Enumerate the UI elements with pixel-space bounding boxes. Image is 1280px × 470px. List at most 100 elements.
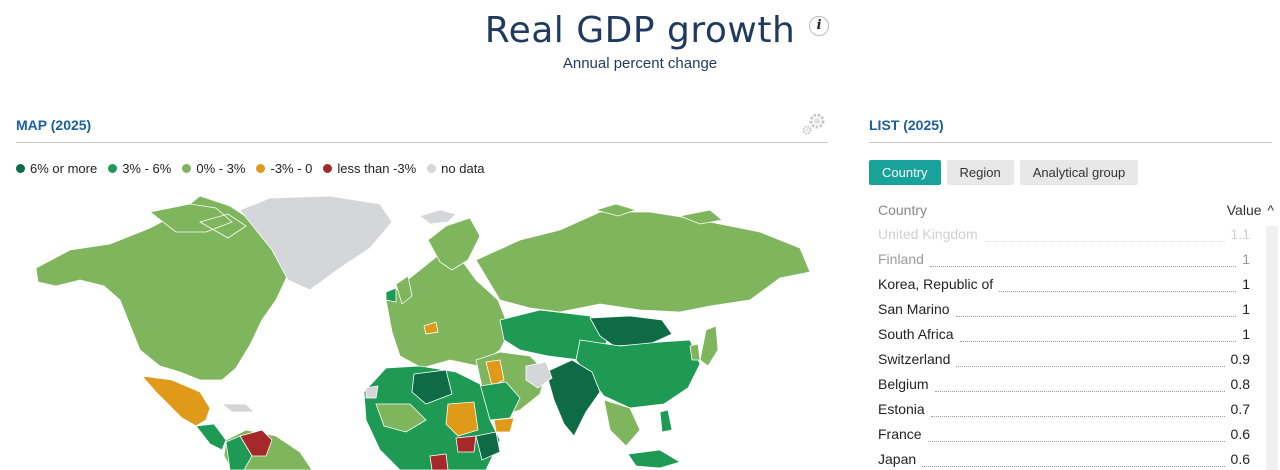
row-leader <box>959 340 1237 342</box>
legend-label: 0% - 3% <box>196 161 246 176</box>
row-country-name: South Africa <box>878 326 954 342</box>
list-row[interactable]: Japan 0.6 <box>878 451 1250 470</box>
country-colombia[interactable] <box>225 435 253 470</box>
legend-dot <box>427 164 437 173</box>
list-row[interactable]: France 0.6 <box>878 426 1250 451</box>
country-south-sudan[interactable] <box>455 435 477 453</box>
country-cuba[interactable] <box>220 403 255 413</box>
legend-dot <box>323 164 333 173</box>
list-row[interactable]: South Africa 1 <box>878 326 1250 351</box>
row-value: 1 <box>1242 301 1250 317</box>
country-list[interactable]: United Kingdom 1.1 Finland 1 Korea, Repu… <box>878 226 1250 470</box>
country-libya-algeria[interactable] <box>411 369 453 405</box>
row-value: 0.7 <box>1230 401 1250 417</box>
row-value: 0.8 <box>1230 376 1250 392</box>
country-korea[interactable] <box>689 343 701 361</box>
country-iceland[interactable] <box>419 209 457 225</box>
legend-item-6-or-more[interactable]: 6% or more <box>16 161 97 176</box>
region-canada-islands[interactable] <box>149 203 247 239</box>
country-japan[interactable] <box>699 325 719 367</box>
country-mexico[interactable] <box>140 375 211 427</box>
world-map[interactable] <box>0 188 840 470</box>
region-southeast-asia[interactable] <box>603 399 641 447</box>
row-leader <box>930 415 1225 417</box>
country-philippines[interactable] <box>659 409 673 433</box>
region-arctic-islands[interactable] <box>594 203 723 225</box>
country-yemen[interactable] <box>493 417 515 433</box>
country-mongolia[interactable] <box>589 315 673 347</box>
page-title-text: Real GDP growth <box>484 10 796 51</box>
info-icon[interactable]: i <box>809 16 830 36</box>
row-value: 1 <box>1242 251 1250 267</box>
column-header-value-label: Value <box>1226 202 1262 218</box>
country-greenland[interactable] <box>239 195 393 291</box>
list-section-divider <box>869 142 1272 143</box>
row-value: 1 <box>1242 276 1250 292</box>
country-uk[interactable] <box>395 275 413 305</box>
list-row[interactable]: Estonia 0.7 <box>878 401 1250 426</box>
row-value: 1.1 <box>1230 226 1250 242</box>
row-value: 0.9 <box>1230 351 1250 367</box>
region-sahel[interactable] <box>375 403 427 433</box>
row-leader <box>955 315 1237 317</box>
country-western-sahara[interactable] <box>365 385 379 399</box>
tab-analytical-group[interactable]: Analytical group <box>1019 160 1139 185</box>
legend-label: 6% or more <box>30 161 98 176</box>
row-country-name: France <box>878 426 922 442</box>
legend-item-no-data[interactable]: no data <box>427 161 485 176</box>
row-leader <box>927 440 1225 442</box>
row-country-name: San Marino <box>878 301 950 317</box>
legend-item-0-to-3[interactable]: 0% - 3% <box>182 161 245 176</box>
legend-label: less than -3% <box>337 161 417 176</box>
page-title: Real GDP growth i <box>484 10 830 51</box>
legend-dot <box>16 164 25 173</box>
country-sudan[interactable] <box>445 401 479 437</box>
list-header: Country Value ^ <box>878 202 1274 218</box>
country-ireland[interactable] <box>385 287 397 303</box>
list-scrollbar[interactable] <box>1266 226 1278 470</box>
legend-item-3-to-6[interactable]: 3% - 6% <box>108 161 171 176</box>
region-scandinavia[interactable] <box>427 217 481 271</box>
page-subtitle: Annual percent change <box>562 55 718 72</box>
legend-dot <box>108 164 118 173</box>
legend-label: 3% - 6% <box>122 161 172 176</box>
column-header-value[interactable]: Value ^ <box>1227 202 1274 218</box>
list-row[interactable]: Finland 1 <box>878 251 1250 276</box>
row-leader <box>983 240 1225 242</box>
legend-item-less-than-minus3[interactable]: less than -3% <box>323 161 416 176</box>
legend-item-minus3-to-0[interactable]: -3% - 0 <box>256 161 312 176</box>
legend-dot <box>182 164 192 173</box>
row-country-name: Japan <box>878 451 917 467</box>
column-header-country[interactable]: Country <box>878 202 928 218</box>
row-country-name: Belgium <box>878 376 929 392</box>
country-iran[interactable] <box>525 361 553 389</box>
list-row[interactable]: Korea, Republic of 1 <box>878 276 1250 301</box>
row-value: 0.6 <box>1230 426 1250 442</box>
row-value: 0.6 <box>1230 451 1250 467</box>
chevron-up-icon: ^ <box>1267 202 1274 218</box>
list-row[interactable]: Switzerland 0.9 <box>878 351 1250 376</box>
row-country-name: United Kingdom <box>878 226 978 242</box>
list-row[interactable]: United Kingdom 1.1 <box>878 226 1250 251</box>
gear-icon[interactable] <box>800 112 826 136</box>
map-section-divider <box>16 142 828 143</box>
header: Real GDP growth i Annual percent change <box>0 10 1280 72</box>
country-austria[interactable] <box>423 321 439 335</box>
tab-country[interactable]: Country <box>869 160 941 185</box>
country-ethiopia[interactable] <box>475 431 501 461</box>
country-iraq[interactable] <box>485 359 505 387</box>
tab-region[interactable]: Region <box>946 160 1014 185</box>
region-indonesia[interactable] <box>627 449 681 469</box>
row-leader <box>922 465 1225 467</box>
country-india[interactable] <box>545 359 601 437</box>
row-leader <box>929 265 1237 267</box>
country-congo-region[interactable] <box>429 453 449 470</box>
country-russia[interactable] <box>475 211 811 313</box>
row-leader <box>934 390 1225 392</box>
row-country-name: Switzerland <box>878 351 951 367</box>
row-value: 1 <box>1242 326 1250 342</box>
list-row[interactable]: Belgium 0.8 <box>878 376 1250 401</box>
list-row[interactable]: San Marino 1 <box>878 301 1250 326</box>
region-central-america[interactable] <box>195 423 227 451</box>
row-country-name: Korea, Republic of <box>878 276 994 292</box>
